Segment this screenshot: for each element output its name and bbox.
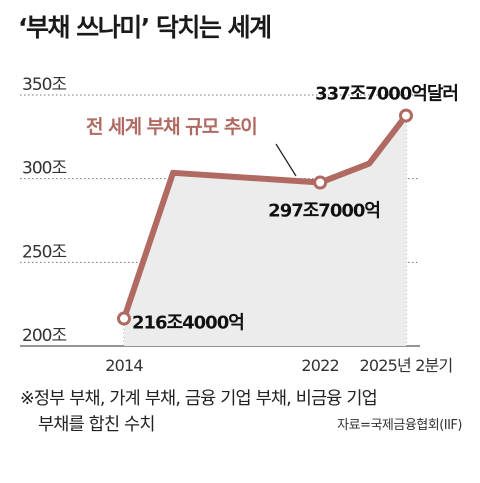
y-tick-label-250: 250조 [22,242,66,262]
series-name-label: 전 세계 부채 규모 추이 [86,116,257,138]
data-label-1: 297조7000억 [268,201,380,222]
data-point-0 [117,311,131,326]
source-label: 자료=국제금융협회(IIF) [337,418,462,433]
series-name-leader [275,143,297,177]
footnote: ※정부 부채, 가계 부채, 금융 기업 부채, 비금융 기업 부채를 합친 수… [20,386,470,438]
x-tick-label-2014: 2014 [105,356,143,375]
y-tick-label-350: 350조 [22,75,66,95]
y-tick-label-200: 200조 [22,326,66,346]
chart-title: ‘부채 쓰나미’ 닥치는 세계 [18,13,272,42]
line-chart: 350조 300조 250조 200조 2014 2022 2025년 2분기 216조40… [20,75,459,375]
data-point-2 [399,108,413,123]
x-tick-label-2022: 2022 [301,356,339,375]
series-line [117,108,413,326]
x-tick-label-2025.5: 2025년 2분기 [360,356,453,375]
area-fill [124,115,406,346]
y-tick-label-300: 300조 [22,159,66,179]
footnote-line2: 부채를 합친 수치 [38,415,155,435]
footnote-line1: ※정부 부채, 가계 부채, 금융 기업 부채, 비금융 기업 [20,389,378,409]
data-label-2: 337조7000억달러 [315,84,458,105]
series-area [124,115,406,346]
axis-ticks: 350조 300조 250조 200조 2014 2022 2025년 2분기 [22,75,453,375]
data-point-1 [313,175,328,190]
data-label-0: 216조4000억 [132,313,244,334]
